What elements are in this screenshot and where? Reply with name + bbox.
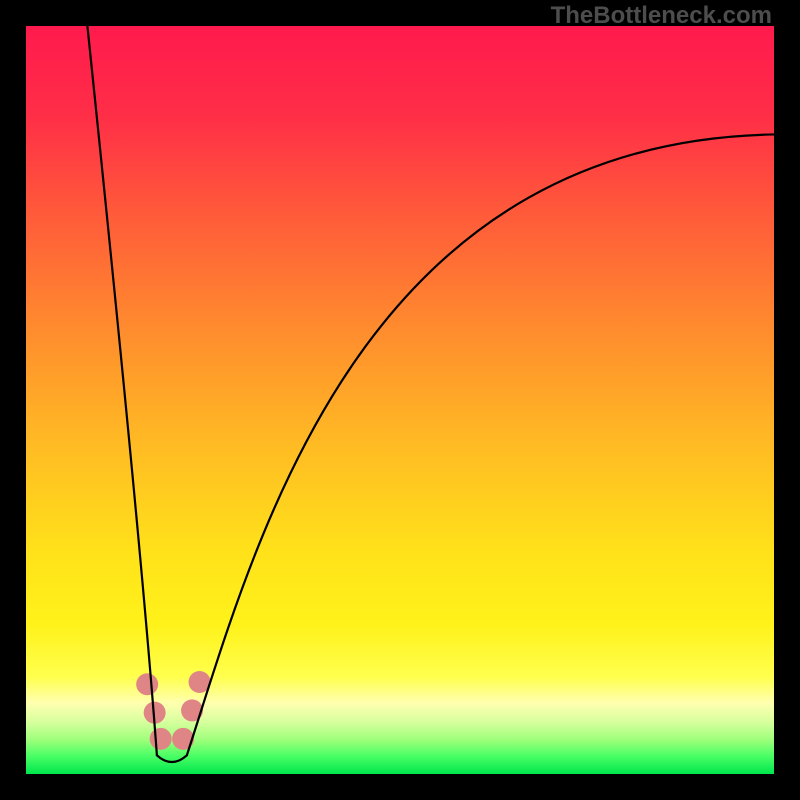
outer-frame: [0, 0, 800, 800]
chart-root: TheBottleneck.com: [0, 0, 800, 800]
watermark-text: TheBottleneck.com: [551, 2, 772, 30]
